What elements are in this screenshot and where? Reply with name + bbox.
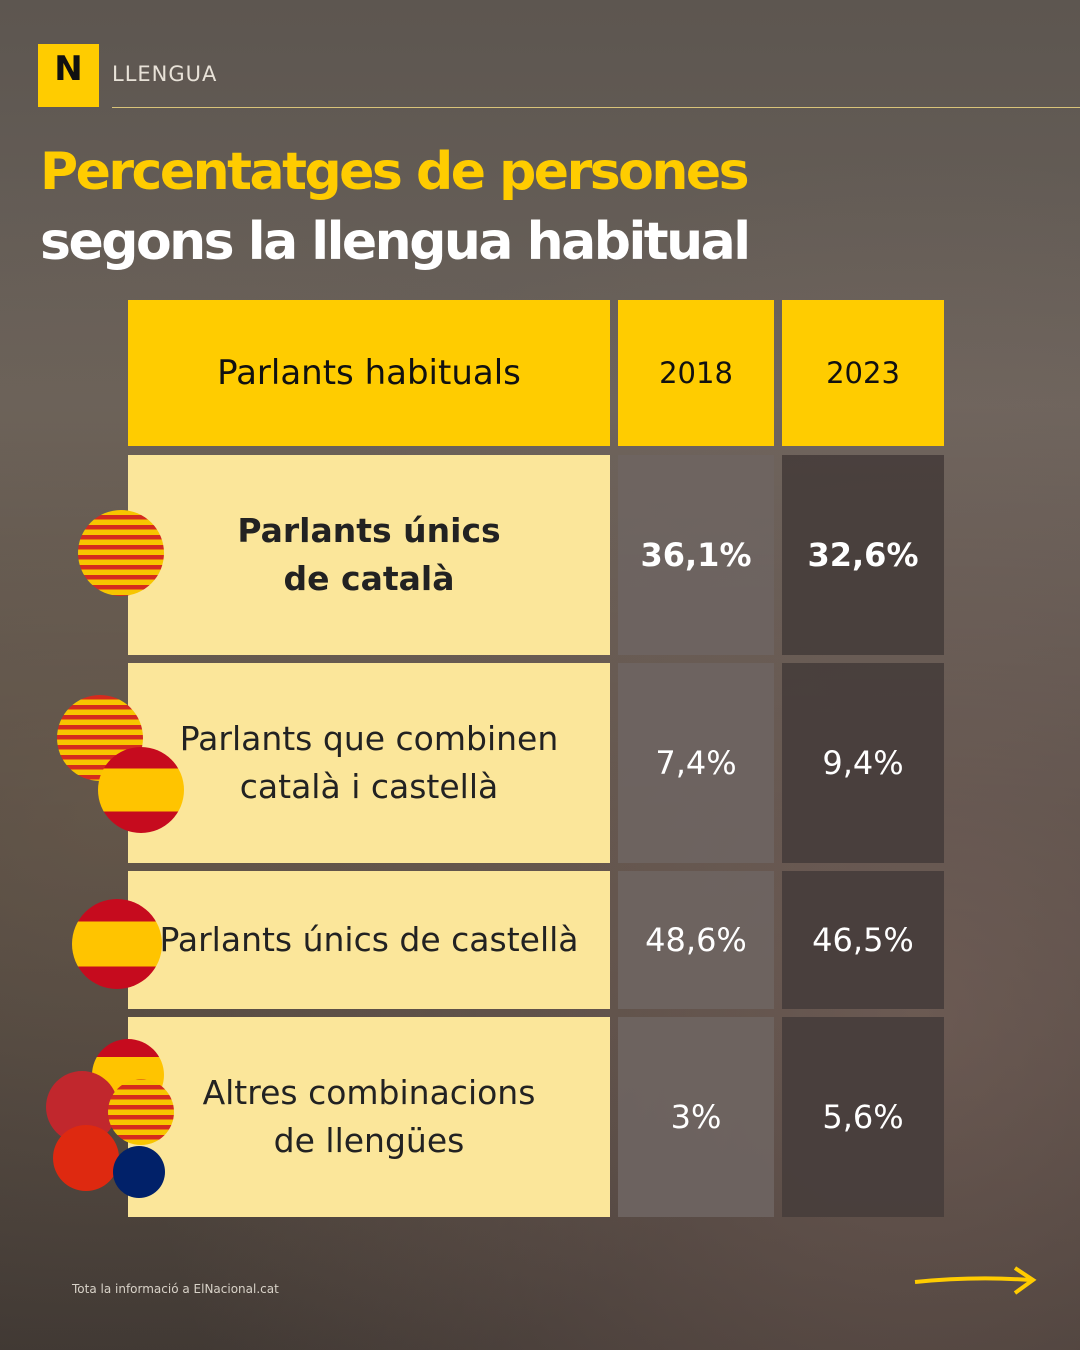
label-line: de català	[283, 559, 455, 598]
value-cell: 7,4%	[618, 663, 774, 863]
value-cell: 3%	[618, 1017, 774, 1217]
divider	[112, 107, 1080, 108]
row-label: Parlants que combinen català i castellà	[128, 663, 610, 863]
flag-morocco	[46, 1071, 118, 1143]
row-label: Parlants únics de castellà	[128, 871, 610, 1009]
value-cell: 5,6%	[782, 1017, 944, 1217]
title-line: segons la llengua habitual	[40, 212, 751, 272]
header-cell: Parlants habituals	[128, 300, 610, 446]
value-cell: 46,5%	[782, 871, 944, 1009]
next-arrow	[914, 1266, 1037, 1295]
label-line: català i castellà	[239, 767, 499, 806]
label-line: Parlants que combinen	[179, 719, 559, 758]
row-label: Parlants únics de català	[128, 455, 610, 655]
section-label: LLENGUA	[112, 62, 218, 86]
value-cell: 48,6%	[618, 871, 774, 1009]
row-label: Altres combinacions de llengües	[128, 1017, 610, 1217]
title-line: Percentatges de persones	[40, 142, 750, 202]
value-cell: 9,4%	[782, 663, 944, 863]
logo: N	[38, 44, 99, 107]
footer-note: Tota la informació a ElNacional.cat	[72, 1282, 279, 1296]
label-line: Altres combinacions	[202, 1073, 536, 1112]
value-cell: 32,6%	[782, 455, 944, 655]
header-cell: 2023	[782, 300, 944, 446]
label-line: Parlants únics	[237, 511, 501, 550]
value-cell: 36,1%	[618, 455, 774, 655]
label-line: de llengües	[273, 1121, 465, 1160]
header-cell: 2018	[618, 300, 774, 446]
flag-china	[53, 1125, 119, 1191]
label-line: Parlants únics de castellà	[159, 920, 579, 959]
